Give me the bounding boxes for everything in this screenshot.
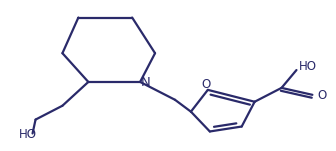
Text: N: N bbox=[141, 76, 151, 89]
Text: HO: HO bbox=[18, 128, 37, 141]
Text: O: O bbox=[318, 89, 327, 102]
Text: HO: HO bbox=[298, 60, 317, 73]
Text: O: O bbox=[201, 78, 210, 91]
